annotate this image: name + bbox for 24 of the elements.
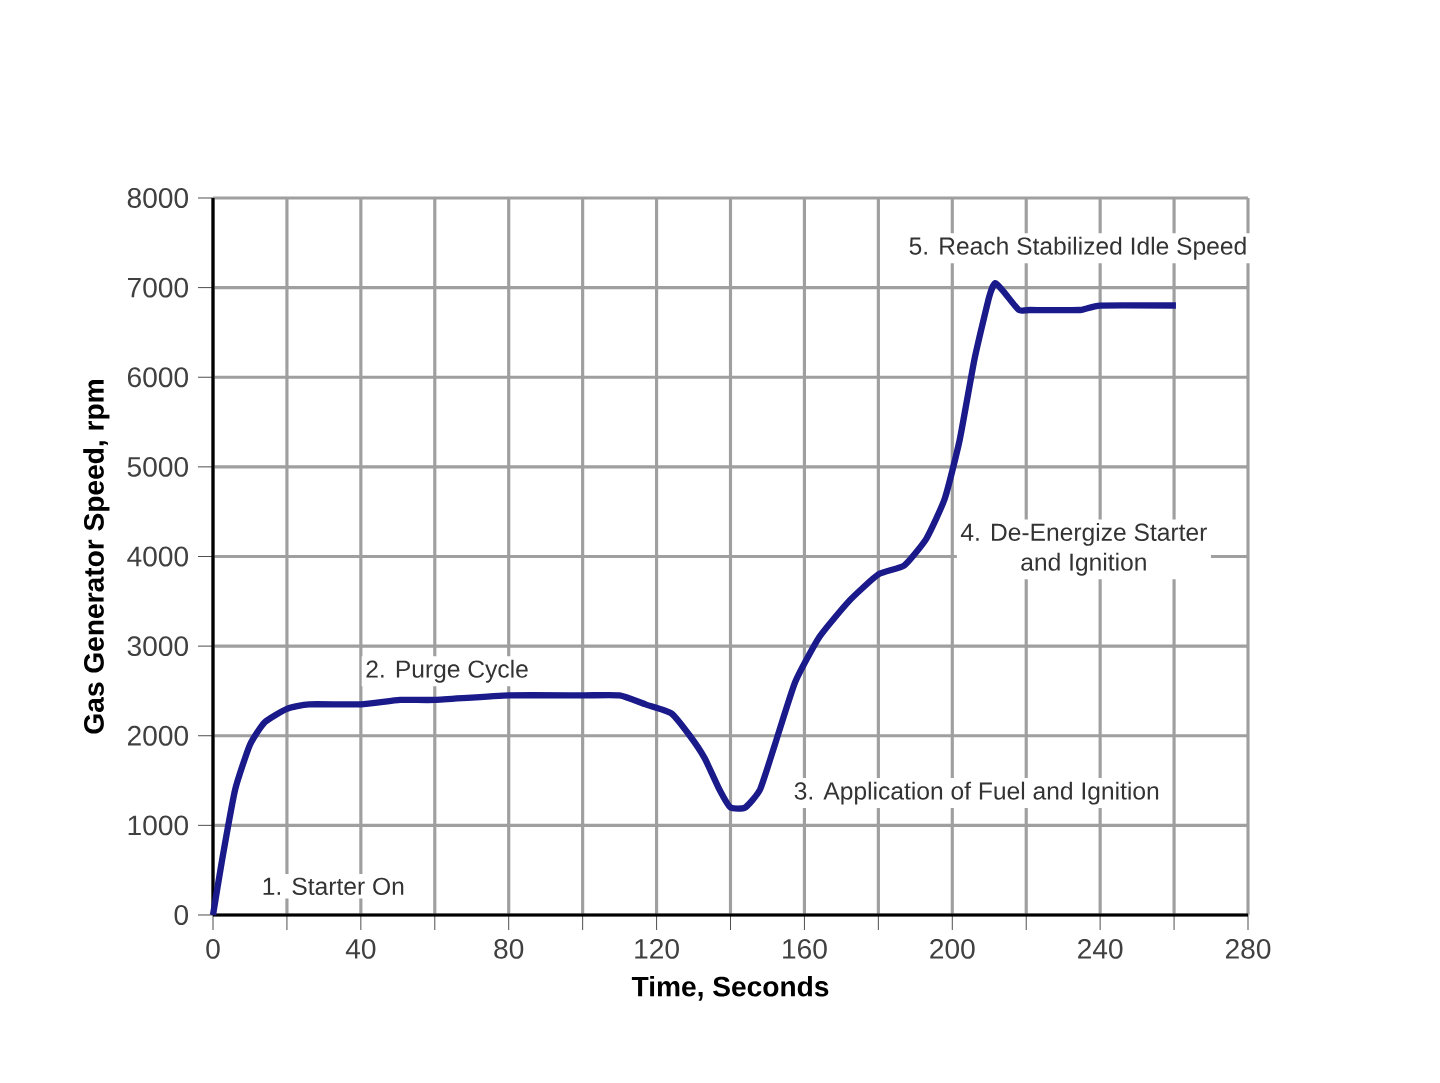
y-tick-label: 5000 bbox=[127, 456, 188, 477]
annotation: 2. Purge Cycle bbox=[366, 659, 528, 683]
y-tick-label: 4000 bbox=[127, 546, 188, 567]
x-tick-label: 80 bbox=[494, 938, 524, 959]
y-tick-label: 1000 bbox=[128, 815, 188, 836]
x-tick-label: 200 bbox=[930, 938, 975, 959]
x-tick-label: 40 bbox=[345, 938, 376, 959]
y-axis-title: Gas Generator Speed, rpm bbox=[83, 380, 110, 734]
y-tick-label: 8000 bbox=[127, 188, 188, 208]
x-tick-label: 160 bbox=[783, 938, 827, 959]
x-axis-title: Time, Seconds bbox=[631, 975, 829, 1001]
annotation: 1. Starter On bbox=[263, 877, 404, 895]
y-tick-label: 3000 bbox=[127, 636, 188, 657]
y-tick-label: 0 bbox=[174, 905, 189, 925]
annotation: 3. Application of Fuel and Ignition bbox=[794, 781, 1159, 805]
x-tick-label: 0 bbox=[206, 938, 220, 959]
x-tick-label: 280 bbox=[1225, 938, 1271, 959]
annotation: 5. Reach Stabilized Idle Speed bbox=[909, 236, 1246, 260]
annotation: 4. De-Energize Starter and Ignition bbox=[960, 522, 1207, 576]
y-tick-label: 7000 bbox=[127, 277, 188, 298]
x-tick-label: 240 bbox=[1078, 938, 1123, 959]
y-tick-label: 2000 bbox=[127, 725, 188, 746]
y-tick-label: 6000 bbox=[127, 367, 188, 388]
x-tick-label: 120 bbox=[635, 938, 679, 959]
